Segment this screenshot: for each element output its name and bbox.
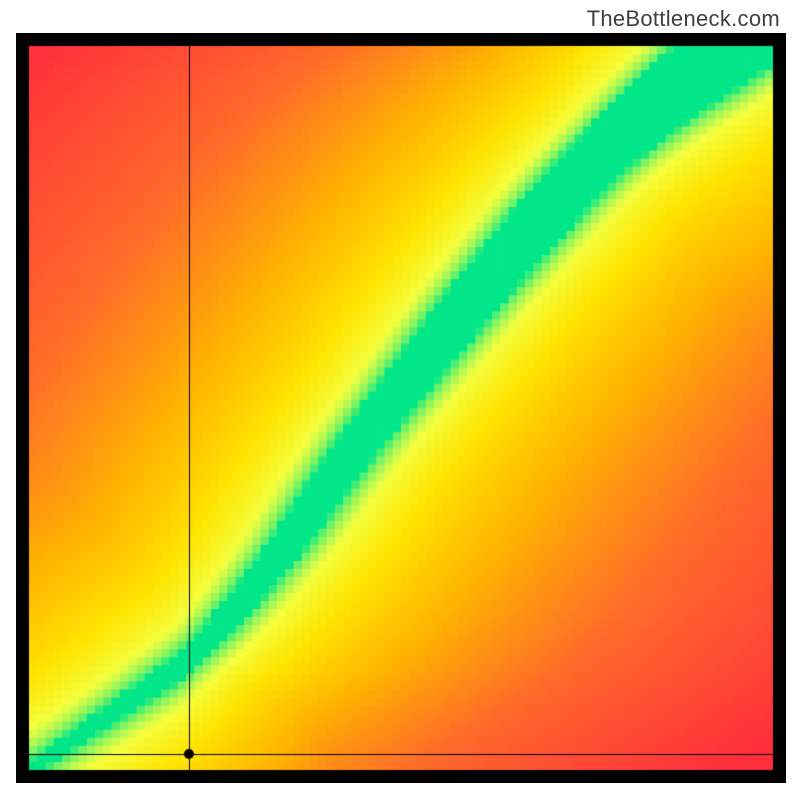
bottleneck-heatmap bbox=[16, 33, 786, 783]
watermark-text: TheBottleneck.com bbox=[587, 6, 780, 32]
